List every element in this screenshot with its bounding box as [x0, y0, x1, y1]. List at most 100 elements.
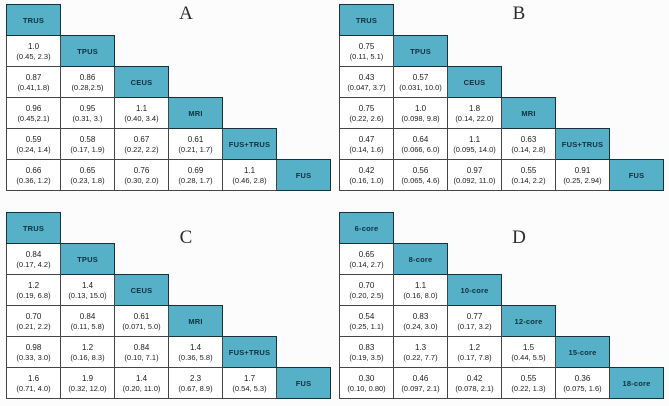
estimate-cell: 0.54 (0.25, 1.1) [339, 305, 394, 337]
estimate-cell: 0.47 (0.14, 1.6) [339, 128, 394, 160]
empty-cell [394, 213, 448, 244]
estimate-value: 0.56 [412, 166, 429, 175]
estimate-cell: 0.86 (0.28,2.5) [60, 66, 115, 98]
table-row: 0.59 (0.24, 1.4) 0.58 (0.17, 1.9) 0.67 (0.22,… [6, 128, 331, 160]
empty-cell [277, 129, 331, 160]
estimate-cell: 0.69 (0.28, 1.7) [168, 159, 223, 191]
confidence-interval: (0.11, 5.1) [349, 52, 384, 61]
empty-cell [223, 98, 277, 129]
estimate-cell: 0.70 (0.20, 2.5) [339, 274, 394, 306]
confidence-interval: (0.098, 9.8) [401, 114, 440, 123]
table-row: 1.6 (0.71, 4.0) 1.9 (0.32, 12.0) 1.4 (0.20, 1… [6, 367, 331, 399]
empty-cell [223, 306, 277, 337]
empty-cell [61, 213, 115, 244]
confidence-interval: (0.10, 0.80) [347, 384, 386, 393]
confidence-interval: (0.047, 3.7) [347, 83, 386, 92]
estimate-value: 0.84 [79, 312, 96, 321]
estimate-cell: 1.1 (0.095, 14.0) [447, 128, 502, 160]
estimate-value: 1.4 [81, 281, 94, 290]
empty-cell [277, 36, 331, 67]
empty-cell [223, 213, 277, 244]
league-table: TRUS 1.0 (0.45, 2.3) TPUS 0.87 (0.41,1.8) 0.86… [6, 4, 331, 191]
confidence-interval: (0.32, 12.0) [68, 384, 107, 393]
estimate-cell: 0.84 (0.10, 7.1) [114, 336, 169, 368]
confidence-interval: (0.19, 6.8) [16, 291, 51, 300]
empty-cell [223, 244, 277, 275]
confidence-interval: (0.71, 4.0) [16, 384, 51, 393]
estimate-value: 0.43 [358, 73, 375, 82]
estimate-cell: 1.2 (0.19, 6.8) [6, 274, 61, 306]
estimate-value: 0.47 [358, 135, 375, 144]
confidence-interval: (0.14, 2.2) [511, 176, 546, 185]
estimate-value: 0.46 [412, 374, 429, 383]
empty-cell [169, 36, 223, 67]
estimate-cell: 0.55 (0.22, 1.3) [501, 367, 556, 399]
estimate-value: 1.8 [468, 104, 481, 113]
empty-cell [277, 5, 331, 36]
table-row: TRUS [6, 212, 331, 244]
empty-cell [448, 244, 502, 275]
estimate-cell: 1.8 (0.14, 22.0) [447, 97, 502, 129]
estimate-value: 0.36 [574, 374, 591, 383]
estimate-cell: 0.65 (0.23, 1.8) [60, 159, 115, 191]
confidence-interval: (0.25, 2.94) [563, 176, 602, 185]
estimate-value: 1.4 [135, 374, 148, 383]
panel-letter: B [512, 3, 526, 24]
estimate-cell: 0.70 (0.21, 2.2) [6, 305, 61, 337]
estimate-cell: 0.75 (0.11, 5.1) [339, 35, 394, 67]
estimate-value: 0.95 [79, 104, 96, 113]
empty-cell [556, 244, 610, 275]
confidence-interval: (0.20, 2.5) [349, 291, 384, 300]
estimate-value: 0.42 [358, 166, 375, 175]
estimate-cell: 0.61 (0.071, 5.0) [114, 305, 169, 337]
estimate-cell: 0.59 (0.24, 1.4) [6, 128, 61, 160]
estimate-value: 0.42 [466, 374, 483, 383]
empty-cell [610, 36, 664, 67]
estimate-cell: 1.7 (0.54, 5.3) [222, 367, 277, 399]
confidence-interval: (0.17, 4.2) [16, 260, 51, 269]
confidence-interval: (0.46, 2.8) [232, 176, 267, 185]
estimate-value: 0.55 [520, 374, 537, 383]
table-row: 6-core [339, 212, 664, 244]
table-row: 0.87 (0.41,1.8) 0.86 (0.28,2.5) CEUS [6, 66, 331, 98]
estimate-value: 0.61 [187, 135, 204, 144]
empty-cell [223, 36, 277, 67]
estimate-value: 0.84 [25, 250, 42, 259]
confidence-interval: (0.17, 7.8) [457, 353, 492, 362]
estimate-cell: 0.87 (0.41,1.8) [6, 66, 61, 98]
estimate-cell: 1.9 (0.32, 12.0) [60, 367, 115, 399]
estimate-cell: 1.4 (0.36, 5.8) [168, 336, 223, 368]
estimate-cell: 0.98 (0.33, 3.0) [6, 336, 61, 368]
table-row: 0.54 (0.25, 1.1) 0.83 (0.24, 3.0) 0.77 (0.17,… [339, 305, 664, 337]
estimate-cell: 0.36 (0.075, 1.6) [555, 367, 610, 399]
empty-cell [277, 98, 331, 129]
panel-letter: D [512, 227, 526, 248]
confidence-interval: (0.31, 3.) [72, 114, 103, 123]
confidence-interval: (0.097, 2.1) [401, 384, 440, 393]
estimate-value: 1.4 [189, 343, 202, 352]
confidence-interval: (0.22, 2.2) [124, 145, 159, 154]
confidence-interval: (0.092, 11.0) [453, 176, 496, 185]
empty-cell [556, 67, 610, 98]
table-row: 0.43 (0.047, 3.7) 0.57 (0.031, 10.0) CEUS [339, 66, 664, 98]
estimate-value: 0.64 [412, 135, 429, 144]
estimate-cell: 0.83 (0.19, 3.5) [339, 336, 394, 368]
empty-cell [502, 275, 556, 306]
estimate-value: 0.61 [133, 312, 150, 321]
empty-cell [394, 5, 448, 36]
estimate-cell: 0.97 (0.092, 11.0) [447, 159, 502, 191]
estimate-value: 1.2 [468, 343, 481, 352]
confidence-interval: (0.031, 10.0) [399, 83, 442, 92]
estimate-cell: 1.0 (0.45, 2.3) [6, 35, 61, 67]
table-row: 1.0 (0.45, 2.3) TPUS [6, 35, 331, 67]
estimate-value: 0.63 [520, 135, 537, 144]
diagonal-label-cell: CEUS [447, 66, 502, 98]
table-row: 0.42 (0.16, 1.0) 0.56 (0.065, 4.6) 0.97 (0.09… [339, 159, 664, 191]
confidence-interval: (0.30, 2.0) [124, 176, 159, 185]
estimate-cell: 1.6 (0.71, 4.0) [6, 367, 61, 399]
estimate-cell: 1.0 (0.098, 9.8) [393, 97, 448, 129]
confidence-interval: (0.14, 1.6) [349, 145, 384, 154]
diagonal-label-cell: FUS+TRUS [222, 128, 277, 160]
estimate-cell: 0.76 (0.30, 2.0) [114, 159, 169, 191]
estimate-cell: 0.83 (0.24, 3.0) [393, 305, 448, 337]
